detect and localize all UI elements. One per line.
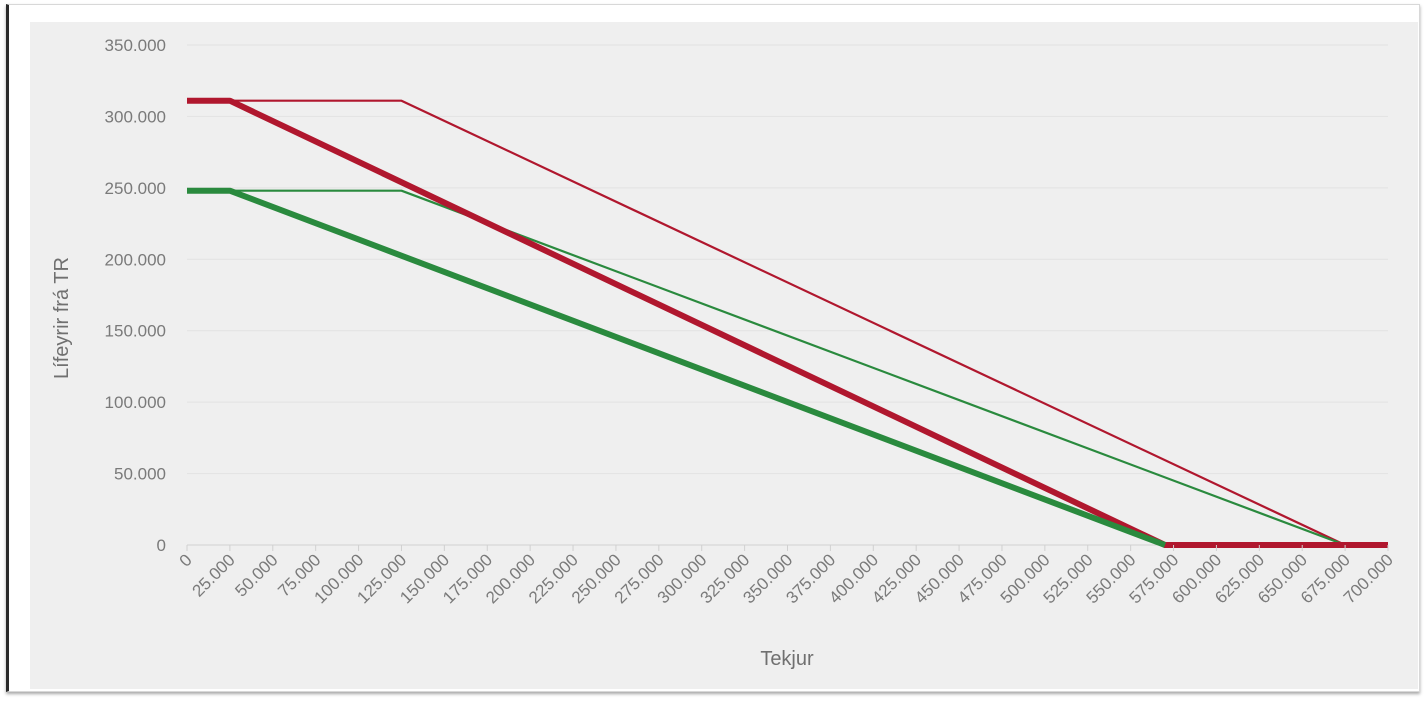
x-tick-label: 0	[176, 550, 196, 570]
y-tick-label: 50.000	[114, 465, 166, 484]
x-axis-ticks: 025.00050.00075.000100.000125.000150.000…	[176, 545, 1397, 607]
y-tick-label: 300.000	[105, 107, 166, 126]
series-line-2	[187, 187, 1167, 548]
series-lines	[187, 97, 1388, 548]
plot-area	[30, 22, 1418, 689]
series-line-0	[187, 97, 1388, 548]
y-tick-label: 150.000	[105, 322, 166, 341]
series-line-3	[187, 189, 1346, 547]
y-tick-label: 350.000	[105, 36, 166, 55]
y-tick-label: 250.000	[105, 179, 166, 198]
x-axis-title: Tekjur	[760, 648, 814, 670]
x-tick-label: 50.000	[231, 550, 281, 600]
y-tick-label: 200.000	[105, 250, 166, 269]
y-axis-title: Lífeyrir frá TR	[51, 257, 73, 379]
y-tick-label: 0	[157, 536, 166, 555]
x-tick-label: 25.000	[189, 550, 239, 600]
y-tick-label: 100.000	[105, 393, 166, 412]
gridlines	[187, 44, 1388, 546]
y-axis-ticks: 0 50.000 100.000 150.000 200.000 250.000 300.0…	[105, 36, 166, 555]
